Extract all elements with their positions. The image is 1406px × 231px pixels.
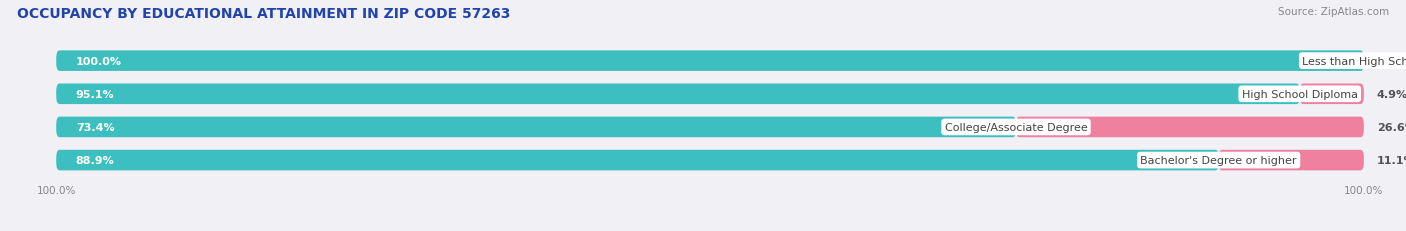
Text: Bachelor's Degree or higher: Bachelor's Degree or higher — [1140, 155, 1296, 165]
FancyBboxPatch shape — [56, 51, 1364, 72]
FancyBboxPatch shape — [1219, 150, 1364, 171]
FancyBboxPatch shape — [56, 150, 1364, 171]
FancyBboxPatch shape — [56, 117, 1364, 138]
Text: 11.1%: 11.1% — [1376, 155, 1406, 165]
FancyBboxPatch shape — [56, 150, 1219, 171]
FancyBboxPatch shape — [56, 117, 1017, 138]
Text: Less than High School: Less than High School — [1302, 56, 1406, 66]
FancyBboxPatch shape — [56, 51, 1364, 72]
Text: Source: ZipAtlas.com: Source: ZipAtlas.com — [1278, 7, 1389, 17]
Text: 100.0%: 100.0% — [76, 56, 122, 66]
Text: OCCUPANCY BY EDUCATIONAL ATTAINMENT IN ZIP CODE 57263: OCCUPANCY BY EDUCATIONAL ATTAINMENT IN Z… — [17, 7, 510, 21]
FancyBboxPatch shape — [1017, 117, 1364, 138]
Text: 0.0%: 0.0% — [1376, 56, 1406, 66]
Text: College/Associate Degree: College/Associate Degree — [945, 122, 1087, 132]
FancyBboxPatch shape — [56, 84, 1299, 105]
Text: 88.9%: 88.9% — [76, 155, 115, 165]
Text: 4.9%: 4.9% — [1376, 89, 1406, 99]
FancyBboxPatch shape — [1299, 84, 1364, 105]
Text: 26.6%: 26.6% — [1376, 122, 1406, 132]
Text: 95.1%: 95.1% — [76, 89, 114, 99]
Text: 73.4%: 73.4% — [76, 122, 114, 132]
FancyBboxPatch shape — [56, 84, 1364, 105]
Text: High School Diploma: High School Diploma — [1241, 89, 1358, 99]
